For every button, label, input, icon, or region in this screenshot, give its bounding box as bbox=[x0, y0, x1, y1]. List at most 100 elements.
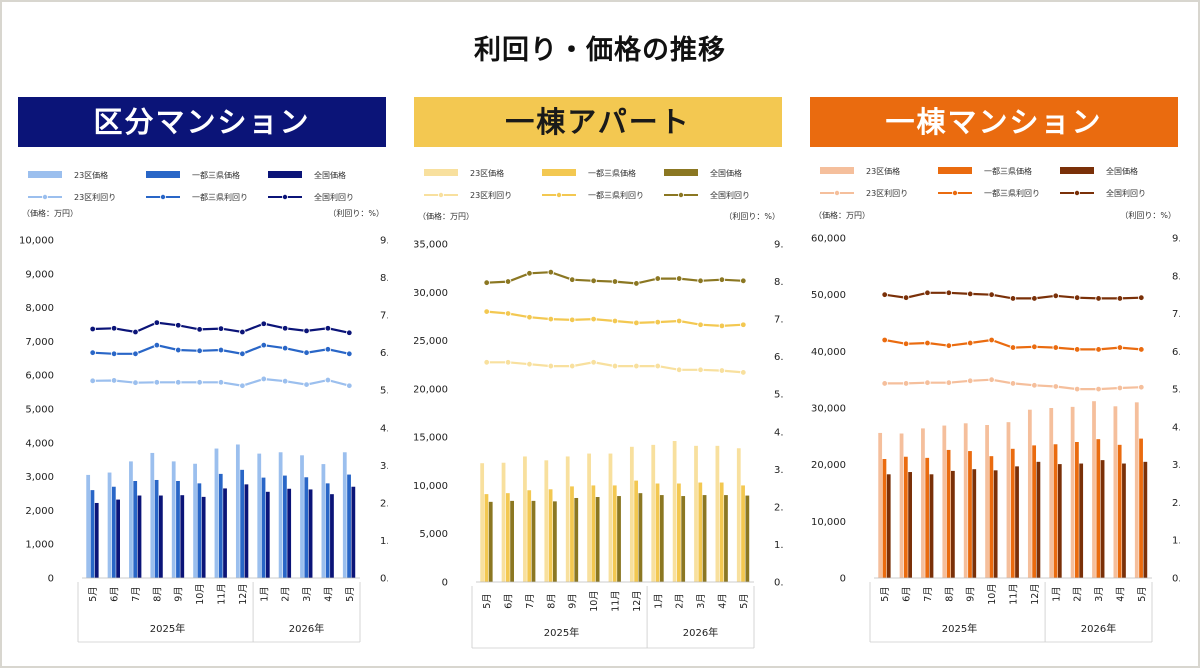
chart-panel-ittou-apart: 一棟アパート 23区価格 一都三県価格 全国価格 23区利回り 一都三県利回り 全国利回り… bbox=[414, 0, 784, 668]
left-tick-label: 10,000 bbox=[19, 236, 54, 247]
right-tick-label: 5.0 bbox=[1172, 385, 1180, 396]
year-label: 2026年 bbox=[683, 626, 718, 639]
bar bbox=[197, 483, 202, 578]
left-tick-label: 5,000 bbox=[25, 405, 54, 416]
left-tick-label: 20,000 bbox=[811, 460, 846, 471]
legend-marker bbox=[281, 193, 288, 200]
bar bbox=[908, 472, 912, 578]
yield-point bbox=[547, 362, 555, 370]
bar bbox=[150, 452, 155, 578]
bar bbox=[116, 499, 120, 578]
yield-point bbox=[569, 276, 576, 283]
yield-point bbox=[239, 350, 246, 357]
category-label: 3月 bbox=[696, 593, 707, 609]
yield-point bbox=[945, 342, 953, 349]
chart-ittou-apart: 23区価格 一都三県価格 全国価格 23区利回り 一都三県利回り 全国利回り （価格：万円）… bbox=[414, 168, 784, 649]
bar bbox=[1070, 406, 1075, 578]
category-label: 7月 bbox=[525, 593, 536, 609]
legend-label: 一都三県価格 bbox=[984, 166, 1032, 176]
right-tick-label: 6.0 bbox=[380, 348, 388, 359]
bar bbox=[1096, 439, 1101, 578]
yield-point bbox=[260, 320, 267, 327]
bar bbox=[129, 461, 133, 578]
bar bbox=[321, 464, 326, 578]
yield-point bbox=[1009, 344, 1017, 351]
bar bbox=[651, 444, 656, 582]
yield-point bbox=[153, 379, 161, 386]
yield-point bbox=[196, 379, 203, 386]
yield-point bbox=[1031, 343, 1038, 350]
left-tick-label: 0 bbox=[840, 574, 846, 585]
bar bbox=[304, 477, 309, 578]
bar bbox=[903, 456, 908, 578]
bar bbox=[1006, 422, 1011, 578]
legend-label: 全国利回り bbox=[710, 190, 750, 200]
category-label: 6月 bbox=[110, 586, 121, 602]
left-tick-label: 2,000 bbox=[25, 506, 54, 517]
left-tick-label: 15,000 bbox=[414, 433, 448, 444]
legend-marker bbox=[159, 193, 166, 200]
bar bbox=[308, 489, 313, 578]
bar bbox=[176, 480, 180, 578]
bar bbox=[719, 482, 724, 582]
right-tick-label: 7.0 bbox=[1172, 309, 1180, 320]
chart-ittou-mansion: 23区価格 一都三県価格 全国価格 23区利回り 一都三県利回り 全国利回り （価格：万円）… bbox=[811, 166, 1180, 643]
right-tick-label: 5.0 bbox=[380, 386, 388, 397]
yield-point bbox=[1073, 294, 1081, 301]
bar bbox=[612, 485, 617, 582]
legend-swatch bbox=[820, 167, 854, 174]
yield-point bbox=[110, 350, 118, 357]
yield-point bbox=[1138, 294, 1145, 301]
category-label: 4月 bbox=[717, 593, 728, 609]
yield-point bbox=[89, 349, 96, 356]
yield-point bbox=[303, 327, 310, 335]
category-label: 8月 bbox=[944, 586, 955, 602]
yield-point bbox=[175, 346, 182, 354]
bar bbox=[1075, 442, 1079, 578]
yield-point bbox=[611, 362, 619, 370]
left-axis-label: （価格：万円） bbox=[814, 210, 870, 220]
bar bbox=[278, 452, 283, 578]
yield-point bbox=[504, 310, 512, 317]
yield-point bbox=[1116, 295, 1124, 302]
bar bbox=[552, 501, 557, 582]
right-tick-label: 9.0 bbox=[380, 236, 388, 247]
yield-point bbox=[675, 275, 683, 282]
right-tick-label: 1.0 bbox=[1172, 536, 1180, 547]
right-tick-label: 5.0 bbox=[774, 390, 784, 401]
yield-point bbox=[697, 277, 704, 285]
yield-point bbox=[324, 346, 332, 353]
yield-point bbox=[611, 278, 619, 285]
bar bbox=[265, 491, 270, 578]
category-label: 5月 bbox=[482, 593, 493, 609]
bar bbox=[531, 500, 536, 582]
right-axis-label: （利回り：%） bbox=[724, 211, 780, 221]
yield-point bbox=[346, 329, 353, 336]
chart-title-banner: 区分マンション bbox=[18, 97, 386, 147]
category-label: 10月 bbox=[589, 590, 600, 612]
left-tick-label: 25,000 bbox=[414, 336, 448, 347]
yield-point bbox=[569, 362, 576, 370]
category-label: 6月 bbox=[902, 586, 913, 602]
year-label: 2025年 bbox=[150, 622, 185, 635]
bar bbox=[94, 502, 99, 578]
left-tick-label: 60,000 bbox=[811, 234, 846, 245]
yield-point bbox=[110, 377, 118, 384]
category-label: 6月 bbox=[504, 593, 515, 609]
bar bbox=[218, 473, 223, 578]
legend-label: 一都三県価格 bbox=[588, 168, 636, 178]
left-tick-label: 40,000 bbox=[811, 347, 846, 358]
yield-point bbox=[654, 318, 661, 326]
right-tick-label: 4.0 bbox=[774, 427, 784, 438]
legend-label: 23区価格 bbox=[866, 166, 900, 176]
bar bbox=[1100, 460, 1105, 578]
right-axis-label: （利回り：%） bbox=[328, 208, 384, 218]
legend-marker bbox=[41, 193, 48, 200]
category-label: 11月 bbox=[217, 583, 228, 605]
yield-point bbox=[654, 275, 661, 282]
bar bbox=[677, 483, 681, 582]
yield-point bbox=[110, 325, 118, 332]
category-label: 5月 bbox=[345, 586, 356, 602]
bar bbox=[257, 453, 262, 578]
bar bbox=[878, 432, 883, 578]
